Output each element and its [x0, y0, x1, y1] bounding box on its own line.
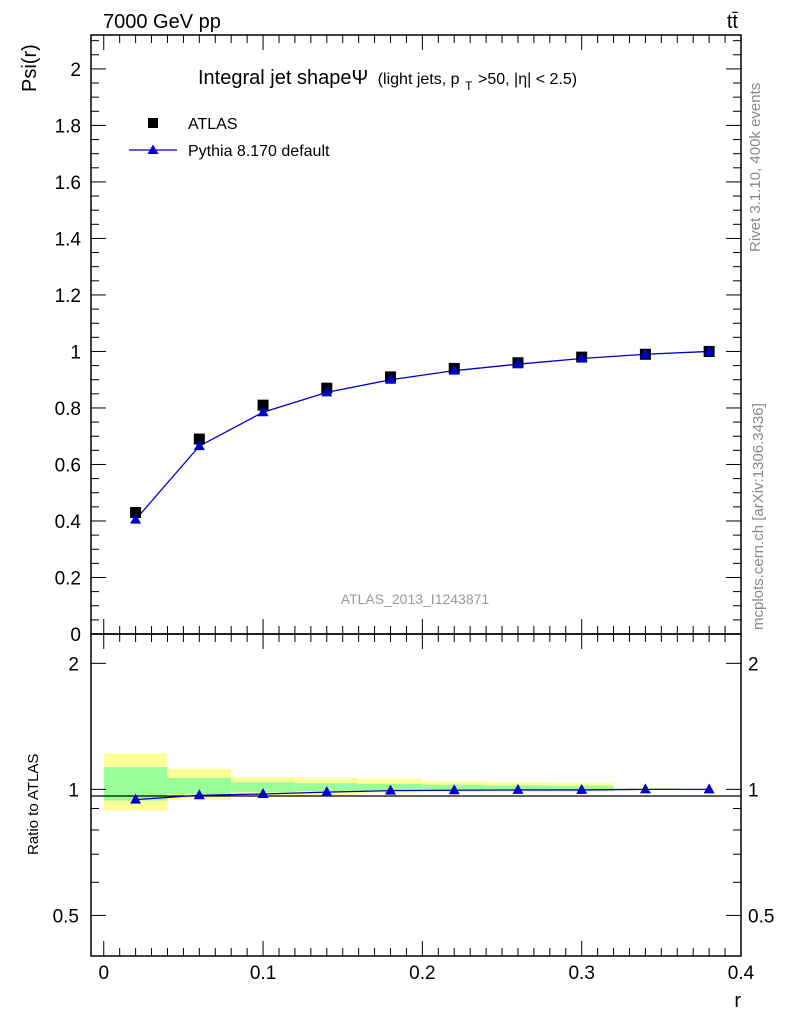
main-y-tick-label: 1.4	[55, 229, 82, 250]
pythia-data-point	[321, 386, 333, 397]
rivet-label: Rivet 3.1.10, 400k events	[747, 83, 764, 252]
ratio-y-tick-label-right: 2	[748, 654, 759, 675]
main-y-tick-label: 0.2	[55, 568, 81, 589]
ratio-data-point	[512, 783, 524, 794]
x-tick-label: 0.3	[568, 963, 594, 984]
x-tick-label: 0	[98, 963, 109, 984]
pythia-data-point	[703, 345, 715, 356]
ratio-data-point	[193, 789, 205, 800]
x-axis-label: r	[734, 990, 741, 1012]
ratio-data-point	[321, 786, 333, 797]
chart-title: Integral jet shapeΨ (light jets, p T >50…	[198, 67, 577, 95]
main-y-tick-labels: 0 0.2 0.4 0.6 0.8 1 1.2 1.4 1.6 1.8 2	[55, 60, 82, 646]
x-tick-label: 0.2	[409, 963, 435, 984]
main-y-tick-label: 1.6	[55, 173, 81, 194]
main-y-tick-label: 0.6	[55, 455, 81, 476]
pythia-data-point	[512, 358, 524, 369]
atlas-data-point	[193, 433, 205, 445]
energy-label: 7000 GeV pp	[103, 11, 221, 33]
ratio-y-tick-labels: 0.5 1 2	[53, 654, 79, 927]
ratio-data-marks	[130, 783, 715, 804]
ratio-y-tick-label: 1	[68, 780, 79, 801]
main-y-tick-label: 1.8	[55, 116, 81, 137]
legend-atlas-marker	[148, 118, 158, 128]
main-y-tick-label: 1	[70, 342, 81, 363]
ratio-y-tick-label-right: 0.5	[748, 906, 774, 927]
legend-pythia-label: Pythia 8.170 default	[188, 143, 330, 160]
ratio-data-point	[448, 784, 460, 795]
process-label: tt̄	[727, 11, 739, 33]
ratio-series-line	[135, 788, 710, 801]
ratio-y-axis-label: Ratio to ATLAS	[25, 754, 42, 855]
atlas-data-point	[130, 507, 142, 519]
ratio-data-point	[576, 783, 588, 794]
ratio-y-tick-labels-right: 0.5 1 2	[748, 654, 774, 927]
atlas-data-point	[257, 399, 269, 411]
pythia-data-point	[193, 440, 205, 451]
main-data-marks	[130, 345, 715, 524]
ratio-band-stat	[167, 777, 232, 794]
analysis-id-label: ATLAS_2013_I1243871	[341, 591, 490, 607]
ratio-data-point	[703, 783, 715, 794]
main-y-axis-label: Psi(r)	[19, 44, 41, 92]
ratio-y-tick-label: 0.5	[53, 906, 79, 927]
legend-pythia-marker	[147, 144, 159, 154]
ratio-data-point	[257, 787, 269, 798]
pythia-data-point	[130, 513, 142, 524]
main-y-tick-label: 0.8	[55, 399, 81, 420]
main-panel: 0 0.2 0.4 0.6 0.8 1 1.2 1.4 1.6 1.8 2 Psi(r) Integ…	[19, 34, 742, 646]
legend: ATLAS Pythia 8.170 default	[129, 116, 330, 160]
x-tick-label: 0.1	[250, 963, 276, 984]
pythia-data-point	[257, 406, 269, 417]
main-y-tick-label: 2	[70, 60, 81, 81]
x-tick-labels: 0 0.1 0.2 0.3 0.4	[98, 963, 754, 984]
main-y-tick-label: 0.4	[55, 512, 82, 533]
ratio-data-point	[385, 784, 397, 795]
pythia-series-line	[135, 350, 710, 520]
chart-title-tail: >50, |η| < 2.5)	[478, 71, 577, 88]
ratio-frame	[90, 633, 742, 957]
ratio-y-tick-label: 2	[68, 654, 79, 675]
mcplots-label: mcplots.cern.ch [arXiv:1306.3436]	[750, 403, 767, 630]
chart-title-suffix: (light jets, p	[378, 71, 460, 88]
ratio-uncertainty-bands	[103, 753, 741, 811]
chart-title-subscript: T	[465, 79, 473, 93]
legend-atlas-label: ATLAS	[188, 116, 238, 133]
chart-title-main: Integral jet shapeΨ	[198, 67, 368, 89]
main-y-tick-label: 0	[70, 625, 81, 646]
main-y-tick-label: 1.2	[55, 286, 81, 307]
x-tick-label: 0.4	[728, 963, 755, 984]
ratio-band-stat	[231, 782, 295, 793]
ratio-y-tick-label-right: 1	[748, 780, 759, 801]
ratio-data-point	[639, 783, 651, 794]
ratio-axis-ticks	[91, 634, 742, 957]
pythia-data-point	[639, 348, 651, 359]
pythia-data-point	[385, 373, 397, 384]
main-axis-ticks	[91, 35, 742, 635]
pythia-data-point	[576, 352, 588, 363]
pythia-data-point	[448, 364, 460, 375]
ratio-panel: 0.5 1 2 0.5 1 2 0 0.1 0.2 0.3 0.4 Ratio to ATLAS…	[25, 633, 774, 1012]
ratio-data-point	[130, 793, 142, 804]
